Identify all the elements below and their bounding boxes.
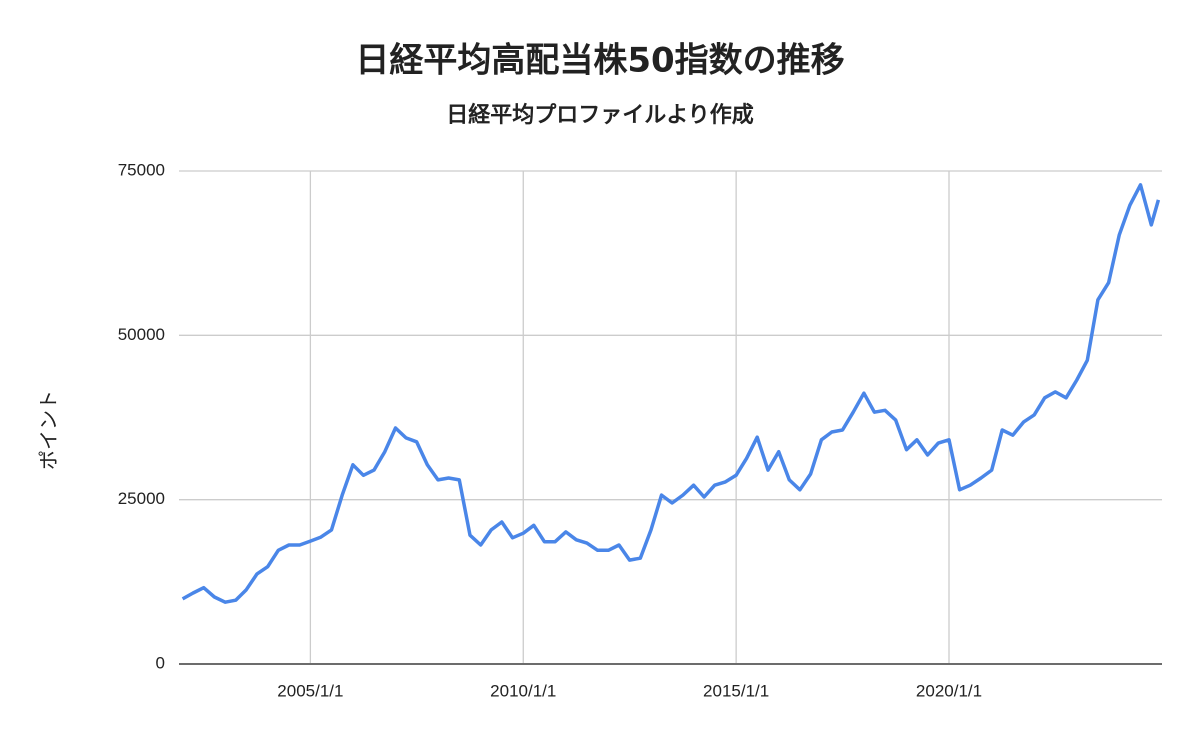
chart-title: 日経平均高配当株50指数の推移 bbox=[355, 41, 844, 81]
y-tick-label: 0 bbox=[156, 653, 165, 672]
y-tick-label: 25000 bbox=[118, 489, 165, 508]
y-tick-label: 50000 bbox=[118, 325, 165, 344]
y-axis-label: ポイント bbox=[37, 390, 61, 470]
chart-subtitle: 日経平均プロファイルより作成 bbox=[446, 102, 754, 128]
y-tick-label: 75000 bbox=[118, 160, 165, 179]
x-tick-label: 2005/1/1 bbox=[277, 681, 343, 700]
x-tick-label: 2020/1/1 bbox=[916, 681, 982, 700]
data-line bbox=[181, 183, 1161, 604]
x-tick-label: 2015/1/1 bbox=[703, 681, 769, 700]
x-tick-label: 2010/1/1 bbox=[490, 681, 556, 700]
